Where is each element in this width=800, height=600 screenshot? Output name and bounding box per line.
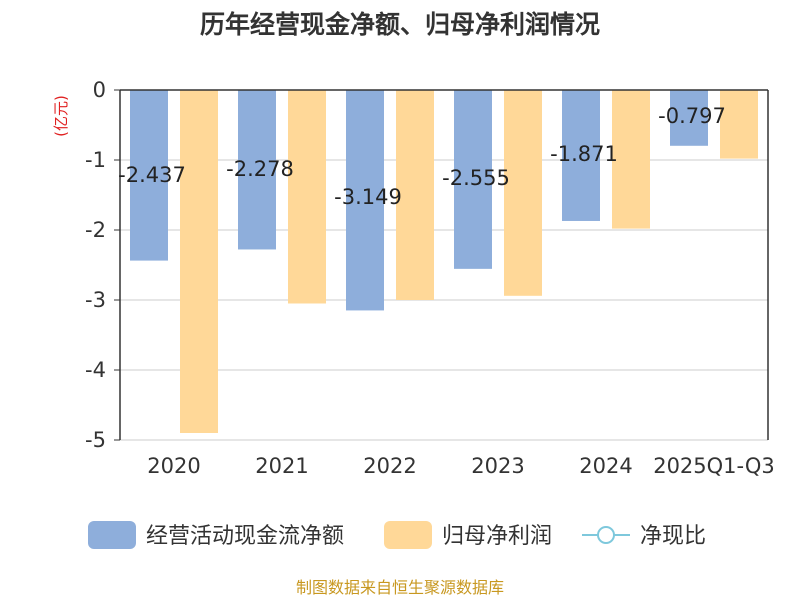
- bar: [238, 90, 276, 250]
- bar: [396, 90, 434, 300]
- x-tick-label: 2020: [147, 454, 200, 478]
- y-tick-label: 0: [93, 78, 106, 102]
- legend-label: 经营活动现金流净额: [146, 524, 344, 549]
- source-note: 制图数据来自恒生聚源数据库: [296, 578, 504, 597]
- chart-title: 历年经营现金净额、归母净利润情况: [200, 10, 600, 39]
- legend-label: 归母净利润: [442, 524, 552, 549]
- y-tick-label: -2: [85, 218, 106, 242]
- bar: [670, 90, 708, 146]
- data-label: -0.797: [658, 104, 726, 128]
- bar: [504, 90, 542, 296]
- y-axis-label: (亿元): [52, 95, 70, 137]
- x-tick-label: 2022: [363, 454, 416, 478]
- bar: [130, 90, 168, 261]
- data-label: -2.278: [226, 157, 294, 181]
- bar: [720, 90, 758, 159]
- bar: [454, 90, 492, 269]
- x-tick-label: 2021: [255, 454, 308, 478]
- y-tick-label: -3: [85, 288, 106, 312]
- x-tick-label: 2025Q1-Q3: [653, 454, 775, 478]
- x-tick-label: 2023: [471, 454, 524, 478]
- x-tick-label: 2024: [579, 454, 632, 478]
- bar: [612, 90, 650, 229]
- data-label: -2.437: [118, 163, 186, 187]
- bar: [288, 90, 326, 304]
- legend-marker: [597, 526, 615, 544]
- bar: [562, 90, 600, 221]
- data-label: -1.871: [550, 142, 618, 166]
- legend-label: 净现比: [640, 524, 706, 549]
- y-tick-label: -4: [85, 358, 106, 382]
- bar: [180, 90, 218, 433]
- legend-swatch: [88, 521, 136, 549]
- data-label: -3.149: [334, 185, 402, 209]
- legend-swatch: [384, 521, 432, 549]
- bar: [346, 90, 384, 311]
- y-tick-label: -1: [85, 148, 106, 172]
- y-tick-label: -5: [85, 428, 106, 452]
- data-label: -2.555: [442, 166, 510, 190]
